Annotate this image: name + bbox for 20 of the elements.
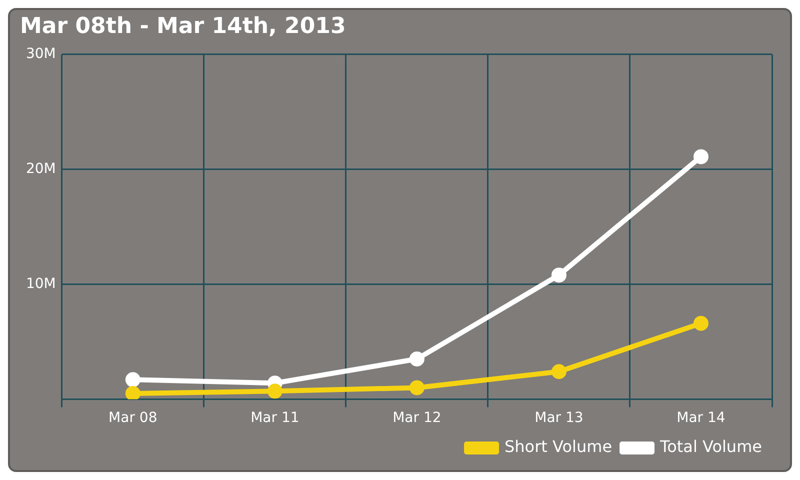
x-tick-label: Mar 08	[108, 410, 158, 426]
point	[125, 386, 140, 400]
y-tick-label: 10M	[26, 276, 56, 292]
point	[693, 149, 708, 164]
point	[551, 268, 566, 283]
point	[409, 351, 424, 366]
x-tick-label: Mar 13	[534, 410, 584, 426]
x-tick-label: Mar 14	[676, 410, 726, 426]
x-tick-label: Mar 12	[392, 410, 442, 426]
point	[267, 384, 282, 399]
legend-label: Total Volume	[659, 437, 762, 456]
chart-title: Mar 08th - Mar 14th, 2013	[20, 14, 346, 39]
point	[551, 364, 566, 380]
point	[409, 380, 424, 396]
point	[693, 316, 708, 331]
y-tick-label: 30M	[26, 46, 56, 62]
legend-label: Short Volume	[504, 437, 612, 456]
x-tick-label: Mar 11	[250, 410, 300, 426]
point	[125, 372, 140, 388]
y-tick-label: 20M	[26, 160, 56, 177]
